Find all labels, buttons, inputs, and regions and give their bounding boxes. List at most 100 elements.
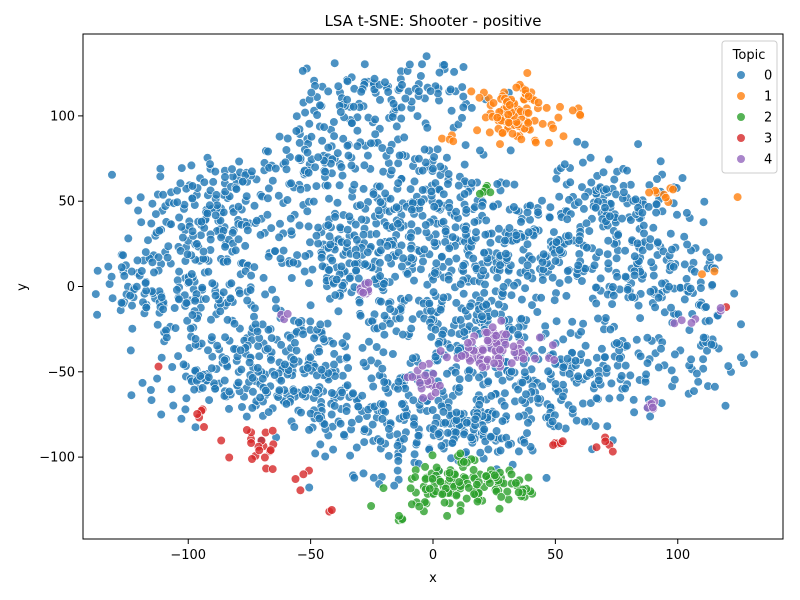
x-axis-label: x	[429, 571, 437, 586]
data-point	[343, 225, 353, 235]
data-point	[699, 333, 709, 343]
data-point	[668, 184, 678, 194]
data-point	[231, 245, 241, 255]
data-point	[430, 325, 441, 335]
data-point	[162, 332, 172, 343]
data-point	[585, 153, 596, 163]
data-point	[630, 251, 640, 261]
data-point	[422, 280, 432, 290]
data-point	[92, 310, 102, 320]
data-point	[224, 387, 234, 397]
data-point	[410, 472, 420, 482]
data-point	[491, 409, 501, 419]
data-point	[282, 195, 293, 205]
data-point	[292, 111, 302, 121]
data-point	[274, 385, 285, 395]
data-point	[397, 399, 407, 409]
data-point	[483, 376, 493, 387]
data-point	[633, 139, 643, 149]
data-point	[210, 384, 220, 394]
data-point	[127, 266, 137, 277]
series-topic-4	[276, 278, 726, 414]
data-point	[500, 401, 510, 411]
data-point	[147, 257, 157, 267]
data-point	[141, 278, 151, 288]
data-point	[360, 259, 370, 269]
data-point	[573, 197, 584, 207]
data-point	[304, 482, 314, 493]
data-point	[320, 451, 330, 462]
data-point	[677, 173, 688, 183]
data-point	[431, 388, 441, 398]
data-point	[623, 285, 633, 295]
data-point	[692, 369, 702, 379]
data-point	[289, 386, 299, 396]
data-point	[268, 426, 278, 436]
data-point	[523, 271, 533, 281]
data-point	[315, 319, 325, 330]
data-point	[477, 311, 487, 321]
data-point	[372, 342, 382, 352]
data-point	[444, 202, 454, 213]
data-point	[266, 223, 276, 233]
data-point	[296, 407, 306, 418]
data-point	[550, 295, 560, 305]
data-point	[271, 303, 281, 313]
data-point	[551, 237, 562, 247]
data-point	[233, 378, 244, 388]
data-point	[231, 184, 241, 194]
data-point	[132, 255, 143, 266]
data-point	[471, 227, 481, 237]
data-point	[228, 228, 238, 238]
data-point	[380, 311, 390, 321]
legend-label: 1	[764, 90, 772, 105]
data-point	[323, 143, 333, 153]
data-point	[600, 203, 610, 213]
data-point	[460, 189, 470, 199]
data-point	[125, 291, 135, 301]
data-point	[384, 424, 394, 434]
data-point	[455, 374, 465, 384]
data-point	[210, 167, 220, 177]
data-point	[549, 355, 559, 365]
data-point	[358, 230, 369, 240]
data-point	[369, 473, 379, 483]
data-point	[287, 273, 297, 283]
data-point	[504, 117, 514, 128]
data-point	[474, 400, 484, 410]
data-point	[305, 352, 315, 363]
data-point	[274, 232, 284, 242]
data-point	[444, 169, 454, 179]
data-point	[414, 154, 424, 164]
data-point	[420, 462, 430, 472]
data-point	[652, 174, 662, 184]
data-point	[749, 349, 759, 360]
data-point	[479, 248, 489, 258]
data-point	[357, 343, 368, 353]
data-point	[369, 74, 380, 84]
data-point	[330, 58, 340, 68]
data-point	[283, 133, 293, 144]
data-point	[548, 123, 558, 133]
data-point	[336, 419, 346, 429]
data-point	[706, 339, 717, 350]
data-point	[242, 191, 252, 201]
data-point	[281, 145, 292, 155]
data-point	[479, 424, 489, 434]
data-point	[242, 425, 252, 435]
data-point	[460, 224, 470, 235]
data-point	[280, 359, 290, 370]
data-point	[430, 268, 440, 278]
data-point	[495, 445, 506, 456]
data-point	[267, 285, 277, 295]
data-point	[466, 432, 476, 443]
data-point	[533, 97, 544, 108]
data-point	[500, 388, 510, 398]
data-point	[434, 67, 445, 78]
data-point	[553, 421, 564, 431]
data-point	[458, 261, 468, 271]
data-point	[429, 202, 439, 212]
data-point	[686, 318, 697, 328]
data-point	[581, 218, 592, 228]
data-point	[363, 278, 374, 288]
